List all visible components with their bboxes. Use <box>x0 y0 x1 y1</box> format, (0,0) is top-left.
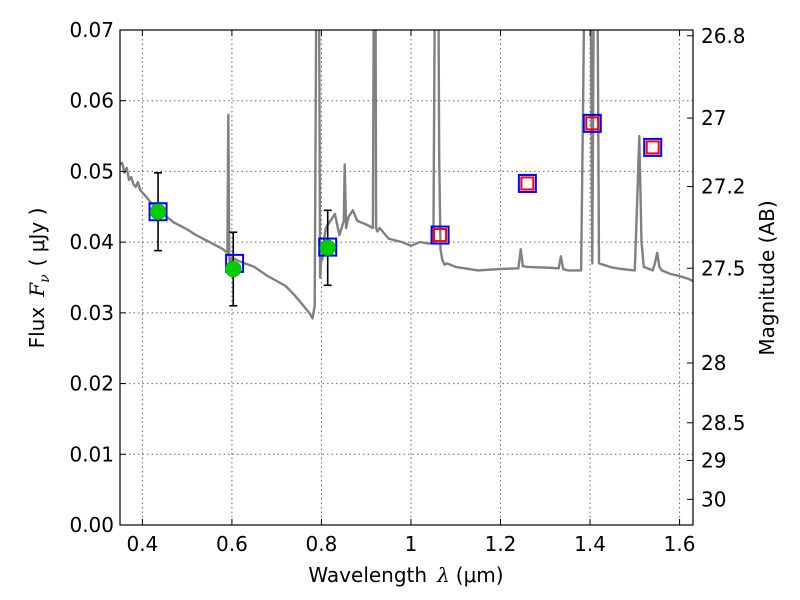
y-tick-label: 0.07 <box>69 18 114 42</box>
y2-tick-label: 27.2 <box>701 175 746 199</box>
x-tick-label: 0.4 <box>126 532 158 556</box>
model-band-flux-marker <box>517 173 537 193</box>
y-tick-label: 0.01 <box>69 442 114 466</box>
observed-flux-point <box>225 260 242 278</box>
y2-tick-label: 28 <box>701 351 726 375</box>
y-tick-label: 0.00 <box>69 513 114 537</box>
y-tick-label: 0.06 <box>69 89 114 113</box>
marker-layer <box>148 113 663 307</box>
y2-tick-label: 26.8 <box>701 24 746 48</box>
y-tick-label: 0.05 <box>69 159 114 183</box>
x-tick-label: 1.4 <box>574 532 606 556</box>
tick-layer: 0.4 0.6 0.8 1 1.2 1.4 1.6 0.00 0.01 0.02 0.03 0.04 0… <box>69 18 745 556</box>
x-tick-label: 1 <box>405 532 418 556</box>
x-tick-label: 0.6 <box>216 532 248 556</box>
y2-tick-label: 28.5 <box>701 411 746 435</box>
model-band-flux-marker <box>643 137 663 157</box>
x-tick-label: 1.2 <box>485 532 517 556</box>
y-tick-label: 0.03 <box>69 301 114 325</box>
x-axis-label: Wavelength λ (μm) <box>308 563 503 587</box>
x-tick-label: 1.6 <box>664 532 696 556</box>
spectrum-line <box>120 30 693 320</box>
observed-flux-point <box>149 203 167 220</box>
model-band-flux-marker <box>430 225 450 245</box>
y-tick-label: 0.04 <box>69 230 114 254</box>
observed-flux-point <box>319 239 336 257</box>
model-band-flux-marker <box>148 202 168 222</box>
model-band-flux-marker <box>582 113 602 133</box>
y2-tick-label: 30 <box>701 487 726 511</box>
upper-limit-flux-marker <box>433 228 448 243</box>
x-tick-label: 0.8 <box>306 532 338 556</box>
y2-tick-label: 27.5 <box>701 256 746 280</box>
upper-limit-flux-marker <box>520 176 535 191</box>
plot-frame <box>119 29 694 526</box>
y2-tick-label: 29 <box>701 449 726 473</box>
upper-limit-flux-marker <box>585 116 600 131</box>
upper-limit-flux-marker <box>645 140 660 155</box>
y-tick-label: 0.02 <box>69 372 114 396</box>
data-layer <box>120 30 693 320</box>
y-axis-label: FluxFν( μJy ) <box>25 208 53 349</box>
y2-axis-label: Magnitude (AB) <box>755 200 779 355</box>
y2-tick-label: 27 <box>701 106 726 130</box>
